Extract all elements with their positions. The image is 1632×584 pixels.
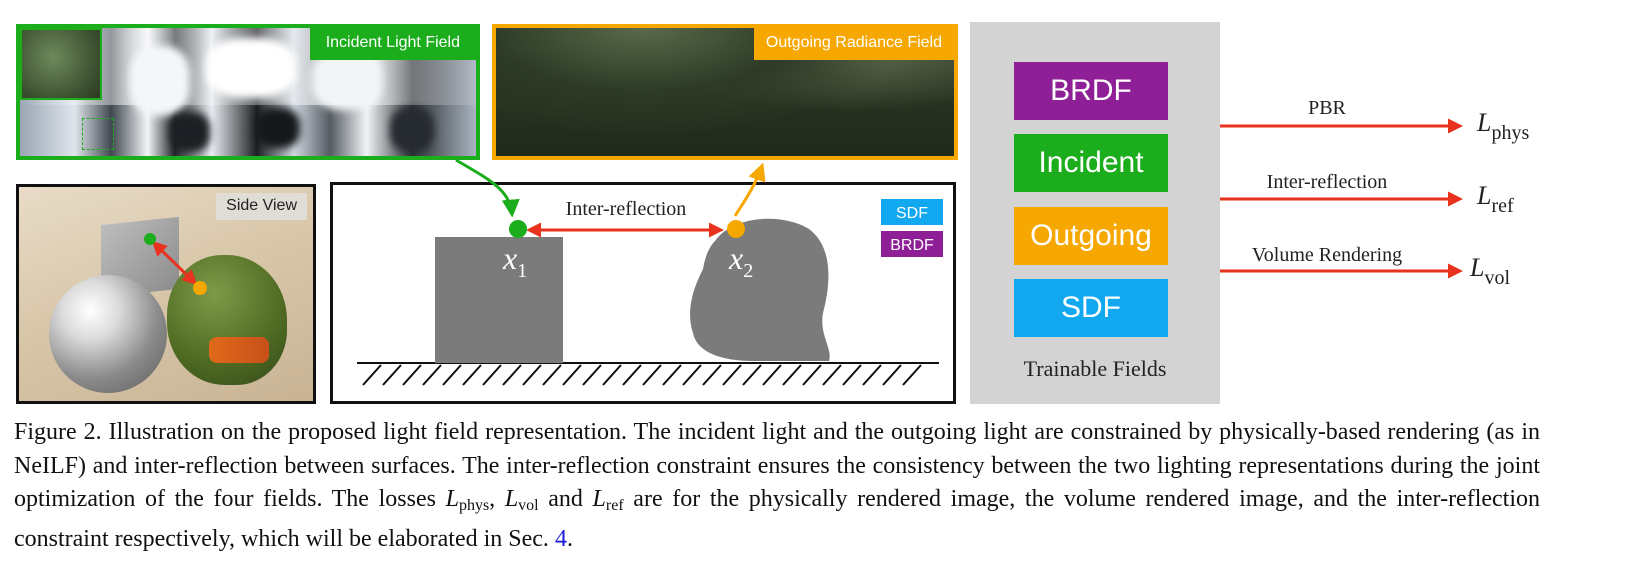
env-shadow [170,112,210,152]
loss-connectors [1182,96,1463,300]
caption-text-2: are for the physically rendered image, t… [14,486,1541,552]
side-point-x1 [144,233,156,245]
legend-sdf-label: SDF [896,205,928,222]
volume-rendering-label: Volume Rendering [1252,244,1402,266]
legend-brdf-label: BRDF [890,237,934,254]
env-highlight [206,38,296,98]
incident-zoom-inset [20,28,102,100]
section-reference-link[interactable]: 4 [554,525,567,552]
outgoing-radiance-field-panel: Outgoing Radiance Field [492,24,958,160]
caption-text-3: . [566,525,573,552]
caption-sep: , [489,486,505,512]
robot-head-silhouette [690,218,830,361]
cube-shape [435,237,563,363]
caption-l-phys: Lphys [445,486,490,514]
trainable-fields-panel: BRDF Incident Outgoing SDF Trainable Fie… [970,22,1220,404]
inter-reflection-edge-label: Inter-reflection [1267,171,1388,193]
caption-l-ref: Lref [592,486,624,514]
figure-caption: Figure 2. Illustration on the proposed l… [14,416,1540,556]
legend-sdf-swatch [881,199,943,225]
caption-text-1: Figure 2. Illustration on the proposed l… [14,419,1540,512]
loss-vol: Lvol [1469,253,1510,289]
x2-to-outgoing-arrow [733,162,766,217]
caption-sep: and [538,486,593,512]
loss-phys: Lphys [1476,108,1529,144]
field-sdf: SDF [1014,279,1168,337]
schematic-panel: Inter-reflection x1 x2 SDF BRDF [330,182,956,404]
schematic-drawing: Inter-reflection x1 x2 SDF BRDF [357,198,943,386]
incident-light-field-panel: Incident Light Field [16,24,480,160]
incident-light-field-label: Incident Light Field [309,28,476,60]
robot-visor [209,337,269,363]
point-x2 [727,220,745,238]
incident-zoom-region [82,118,114,150]
field-brdf: BRDF [1014,62,1168,120]
incident-to-x1-arrow [455,158,520,218]
side-view-photo: Side View [16,184,316,404]
ground-hatching [362,364,922,386]
outgoing-radiance-field-label: Outgoing Radiance Field [753,28,954,60]
side-view-label: Side View [216,193,307,220]
metal-sphere-object [49,275,167,393]
side-point-x2 [193,281,207,295]
env-shadow [390,108,434,152]
field-incident: Incident [1014,134,1168,192]
trainable-fields-caption: Trainable Fields [1023,356,1167,381]
env-shadow [256,108,300,148]
x1-label: x1 [502,240,527,282]
caption-l-vol: Lvol [504,486,539,514]
inter-reflection-label: Inter-reflection [566,198,687,220]
point-x1 [509,220,527,238]
side-inter-reflection-arrow [151,240,198,286]
pbr-label: PBR [1308,97,1346,119]
legend-brdf-swatch [881,231,943,257]
side-view-annotations [144,233,207,295]
loss-ref: Lref [1476,181,1514,217]
x2-label: x2 [728,240,753,282]
field-outgoing: Outgoing [1014,207,1168,265]
env-highlight [312,50,382,110]
env-highlight [130,46,190,116]
